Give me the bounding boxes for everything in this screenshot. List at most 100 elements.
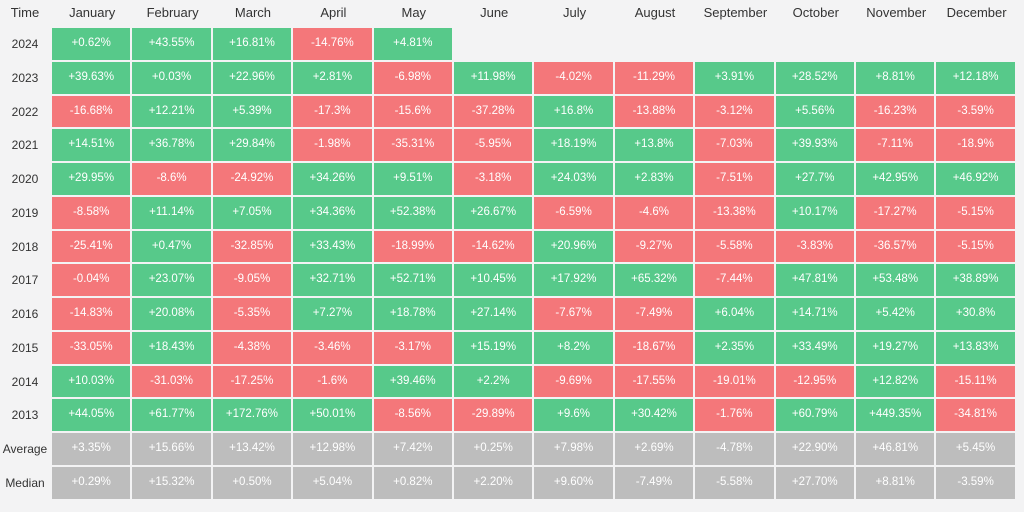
cell-2018-january: -25.41%: [52, 230, 131, 263]
column-header-may: May: [401, 5, 427, 20]
cell-2020-may: +9.51%: [373, 163, 452, 195]
cell-2017-may: +52.71%: [373, 264, 452, 296]
cell-2016-june: +27.14%: [454, 298, 533, 330]
cell-2023-november: +8.81%: [856, 61, 935, 94]
cell-2022-february: +12.21%: [132, 95, 211, 128]
cell-median-september: -5.58%: [695, 466, 774, 499]
cell-2018-november: -36.57%: [856, 230, 935, 263]
column-header-january: January: [69, 5, 116, 20]
cell-2016-september: +6.04%: [695, 298, 774, 330]
cell-2016-february: +20.08%: [132, 298, 211, 330]
cell-2021-april: -1.98%: [293, 129, 372, 161]
column-header-november: November: [866, 5, 927, 20]
row-label-2022: 2022: [11, 104, 39, 119]
column-header-august: August: [634, 5, 676, 20]
cell-2018-july: +20.96%: [534, 230, 613, 263]
cell-2018-september: -5.58%: [695, 230, 774, 263]
cell-2023-february: +0.03%: [132, 61, 211, 94]
cell-median-december: -3.59%: [936, 466, 1015, 499]
cell-2014-august: -17.55%: [614, 365, 694, 398]
cell-2013-june: -29.89%: [454, 399, 533, 431]
cell-2015-april: -3.46%: [293, 331, 372, 364]
cell-median-may: +0.82%: [373, 466, 452, 499]
cell-2019-february: +11.14%: [132, 196, 211, 229]
cell-2022-july: +16.8%: [534, 95, 613, 128]
cell-2019-june: +26.67%: [454, 196, 533, 229]
cell-2017-december: +38.89%: [936, 264, 1015, 296]
cell-2021-march: +29.84%: [212, 129, 292, 161]
cell-2017-august: +65.32%: [614, 264, 694, 296]
cell-2023-january: +39.63%: [52, 61, 131, 94]
row-label-2024: 2024: [11, 37, 39, 51]
cell-2021-october: +39.93%: [775, 129, 854, 161]
cell-2013-february: +61.77%: [132, 399, 211, 431]
cell-2018-august: -9.27%: [614, 230, 694, 263]
column-header-april: April: [320, 5, 347, 20]
cell-2020-december: +46.92%: [936, 163, 1015, 195]
cell-2024-may: +4.81%: [373, 28, 452, 60]
cell-2013-may: -8.56%: [373, 399, 452, 431]
cell-2020-august: +2.83%: [614, 163, 694, 195]
cell-2014-january: +10.03%: [52, 365, 131, 398]
cell-median-march: +0.50%: [212, 466, 292, 499]
cell-2019-march: +7.05%: [212, 196, 292, 229]
cell-2022-october: +5.56%: [775, 95, 854, 128]
cell-2013-december: -34.81%: [936, 399, 1015, 431]
cell-2022-august: -13.88%: [614, 95, 694, 128]
cell-2021-june: -5.95%: [454, 129, 533, 161]
cell-median-october: +27.70%: [775, 466, 854, 499]
cell-2015-november: +19.27%: [856, 331, 935, 364]
cell-2020-october: +27.7%: [775, 163, 854, 195]
cell-2021-january: +14.51%: [52, 129, 131, 161]
cell-median-february: +15.32%: [132, 466, 211, 499]
cell-2024-february: +43.55%: [132, 28, 211, 60]
cell-2014-october: -12.95%: [775, 365, 854, 398]
cell-average-april: +12.98%: [293, 433, 372, 465]
cell-2016-july: -7.67%: [534, 298, 613, 330]
cell-2016-august: -7.49%: [614, 298, 694, 330]
row-label-2020: 2020: [11, 172, 39, 186]
cell-2014-may: +39.46%: [373, 365, 452, 398]
cell-2014-november: +12.82%: [856, 365, 935, 398]
cell-2020-february: -8.6%: [132, 163, 211, 195]
cell-2018-february: +0.47%: [132, 230, 211, 263]
cell-2014-december: -15.11%: [936, 365, 1015, 398]
cell-median-november: +8.81%: [856, 466, 935, 499]
cell-2013-july: +9.6%: [534, 399, 613, 431]
cell-2014-july: -9.69%: [534, 365, 613, 398]
row-label-2019: 2019: [11, 205, 39, 220]
cell-2021-may: -35.31%: [373, 129, 452, 161]
cell-2016-april: +7.27%: [293, 298, 372, 330]
cell-2014-september: -19.01%: [695, 365, 774, 398]
cell-average-july: +7.98%: [534, 433, 613, 465]
cell-2020-november: +42.95%: [856, 163, 935, 195]
row-label-2013: 2013: [11, 408, 39, 423]
cell-2020-september: -7.51%: [695, 163, 774, 195]
row-label-2015: 2015: [11, 340, 39, 355]
cell-2018-december: -5.15%: [936, 230, 1015, 263]
cell-2015-september: +2.35%: [695, 331, 774, 364]
cell-2021-september: -7.03%: [695, 129, 774, 161]
cell-2023-march: +22.96%: [212, 61, 292, 94]
row-label-2018: 2018: [11, 239, 39, 254]
column-header-march: March: [234, 5, 272, 20]
cell-2023-december: +12.18%: [936, 61, 1015, 94]
cell-2018-march: -32.85%: [212, 230, 292, 263]
cell-average-january: +3.35%: [52, 433, 131, 465]
cell-2019-may: +52.38%: [373, 196, 452, 229]
cell-2013-august: +30.42%: [614, 399, 694, 431]
cell-2019-april: +34.36%: [293, 196, 372, 229]
cell-2015-december: +13.83%: [936, 331, 1015, 364]
column-header-september: September: [703, 5, 768, 20]
cell-2019-december: -5.15%: [936, 196, 1015, 229]
cell-2013-january: +44.05%: [52, 399, 131, 431]
cell-2014-april: -1.6%: [293, 365, 372, 398]
cell-2016-november: +5.42%: [856, 298, 935, 330]
cell-2017-january: -0.04%: [52, 264, 131, 296]
column-header-february: February: [146, 5, 199, 20]
cell-2015-august: -18.67%: [614, 331, 694, 364]
cell-2020-april: +34.26%: [293, 163, 372, 195]
cell-2021-february: +36.78%: [132, 129, 211, 161]
cell-2018-april: +33.43%: [293, 230, 372, 263]
cell-2014-march: -17.25%: [212, 365, 292, 398]
